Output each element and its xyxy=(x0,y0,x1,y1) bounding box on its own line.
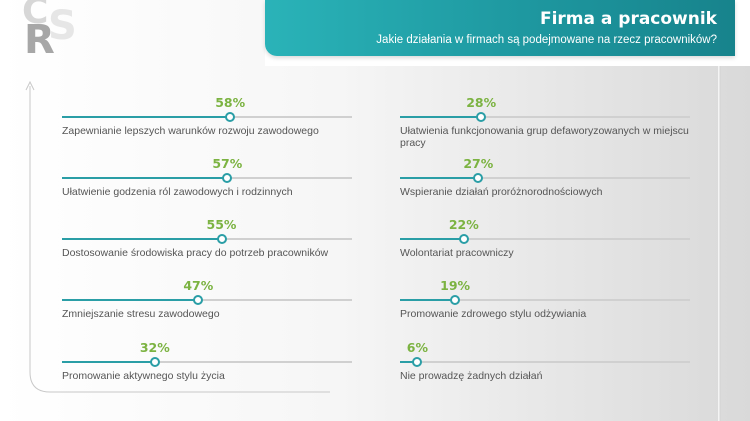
chart-item: 58% Zapewnianie lepszych warunków rozwoju… xyxy=(62,95,392,145)
value-label: 32% xyxy=(139,340,170,355)
value-marker xyxy=(476,112,487,122)
category-label: Nie prowadzę żadnych działań xyxy=(400,370,543,382)
chart-item: 47% Zmniejszanie stresu zawodowego xyxy=(62,278,392,328)
value-marker xyxy=(149,357,160,367)
chart-item: 32% Promowanie aktywnego stylu życia xyxy=(62,340,392,390)
logo-letter-s: S xyxy=(48,3,77,49)
chart-item: 28% Ułatwienia funkcjonowania grup defawo… xyxy=(400,95,730,149)
bar-track xyxy=(62,295,352,305)
category-label: Wspieranie działań proróżnorodnościowych xyxy=(400,186,603,198)
right-edge-divider xyxy=(718,66,721,421)
value-marker xyxy=(222,173,233,183)
category-label: Ułatwienia funkcjonowania grup defaworyz… xyxy=(400,125,689,149)
value-marker xyxy=(225,112,236,122)
value-marker xyxy=(458,234,469,244)
value-label: 47% xyxy=(183,278,214,293)
value-label: 27% xyxy=(463,156,494,171)
bar-track xyxy=(400,173,690,183)
bar-fill xyxy=(400,177,479,179)
category-label: Dostosowanie środowiska pracy do potrzeb… xyxy=(62,247,329,259)
bar-fill xyxy=(62,116,231,118)
chart-item: 6% Nie prowadzę żadnych działań xyxy=(400,340,730,390)
logo-letter-c: C xyxy=(22,0,49,32)
value-marker xyxy=(216,234,227,244)
page-title: Firma a pracownik xyxy=(539,9,717,29)
bar-fill xyxy=(62,299,199,301)
bar-fill xyxy=(400,116,482,118)
page-subtitle: Jakie działania w firmach są podejmowane… xyxy=(376,34,717,46)
category-label: Zmniejszanie stresu zawodowego xyxy=(62,308,220,320)
category-label: Promowanie zdrowego stylu odżywiania xyxy=(400,308,587,320)
value-label: 58% xyxy=(215,95,246,110)
bar-track xyxy=(400,234,690,244)
category-label: Wolontariat pracowniczy xyxy=(400,247,514,259)
value-marker xyxy=(473,173,484,183)
chart-item: 27% Wspieranie działań proróżnorodnościow… xyxy=(400,156,730,206)
bar-track xyxy=(62,234,352,244)
bar-fill xyxy=(62,177,228,179)
value-marker xyxy=(412,357,423,367)
chart-item: 55% Dostosowanie środowiska pracy do potr… xyxy=(62,217,392,267)
value-label: 6% xyxy=(406,340,428,355)
chart-item: 19% Promowanie zdrowego stylu odżywiania xyxy=(400,278,730,328)
value-marker xyxy=(193,295,204,305)
value-marker xyxy=(450,295,461,305)
bar-track xyxy=(400,112,690,122)
value-label: 28% xyxy=(466,95,497,110)
bar-track xyxy=(400,357,690,367)
bar-fill xyxy=(62,238,222,240)
bar-track xyxy=(62,357,352,367)
value-label: 22% xyxy=(448,217,479,232)
bar-track xyxy=(62,112,352,122)
category-label: Promowanie aktywnego stylu życia xyxy=(62,370,225,382)
category-label: Ułatwienie godzenia ról zawodowych i rod… xyxy=(62,186,293,198)
bar-fill xyxy=(400,361,418,363)
bar-fill xyxy=(400,238,464,240)
csr-logo: C S R xyxy=(8,0,88,64)
bar-track xyxy=(400,295,690,305)
bar-fill xyxy=(62,361,155,363)
chart-item: 57% Ułatwienie godzenia ról zawodowych i … xyxy=(62,156,392,206)
category-label: Zapewnianie lepszych warunków rozwoju za… xyxy=(62,125,319,137)
value-label: 19% xyxy=(440,278,471,293)
value-label: 55% xyxy=(206,217,237,232)
chart-item: 22% Wolontariat pracowniczy xyxy=(400,217,730,267)
logo-letter-r: R xyxy=(24,17,55,63)
value-label: 57% xyxy=(212,156,243,171)
bar-track xyxy=(62,173,352,183)
bar-fill xyxy=(400,299,456,301)
header-banner: Firma a pracownik Jakie działania w firm… xyxy=(265,0,735,56)
